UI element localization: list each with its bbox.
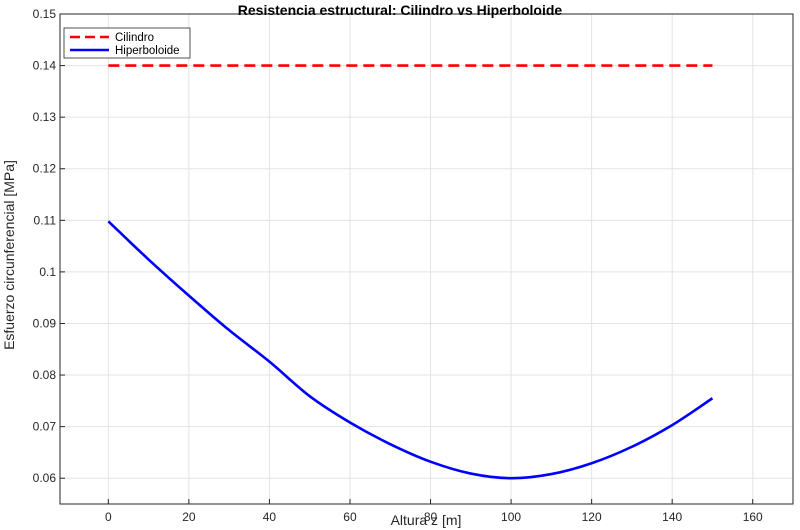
x-tick-label: 20 xyxy=(182,510,196,524)
y-tick-label: 0.13 xyxy=(33,110,57,124)
y-axis-label: Esfuerzo circunferencial [MPa] xyxy=(1,160,17,350)
ticks: 0 20 40 60 80 100 120 140 160 0.06 0.07 0.08 0.09 0.1… xyxy=(33,7,763,524)
legend-label-cilindro: Cilindro xyxy=(115,32,154,44)
x-tick-label: 160 xyxy=(743,510,763,524)
grid xyxy=(60,13,793,504)
y-tick-label: 0.11 xyxy=(34,213,57,227)
y-tick-label: 0.15 xyxy=(33,7,57,21)
x-tick-label: 80 xyxy=(424,510,438,524)
plot-lines xyxy=(107,64,714,480)
y-tick-label: 0.09 xyxy=(33,316,57,330)
series-line-hiperboloide xyxy=(107,220,714,480)
chart-title: Resistencia estructural: Cilindro vs Hip… xyxy=(238,2,563,18)
x-tick-label: 60 xyxy=(343,510,357,524)
x-tick-label: 100 xyxy=(501,510,521,524)
x-tick-label: 140 xyxy=(662,510,682,524)
y-tick-label: 0.1 xyxy=(39,265,56,279)
x-tick-label: 40 xyxy=(263,510,277,524)
y-tick-label: 0.12 xyxy=(33,162,57,176)
x-tick-label: 0 xyxy=(105,510,112,524)
y-tick-label: 0.07 xyxy=(33,420,57,434)
plot-frame xyxy=(59,13,794,505)
x-axis-label: Altura z [m] xyxy=(391,512,462,528)
y-tick-label: 0.06 xyxy=(33,471,57,485)
legend-box xyxy=(63,27,191,59)
legend-label-hiperboloide: Hiperboloide xyxy=(115,45,180,57)
y-tick-label: 0.14 xyxy=(33,59,57,73)
x-tick-label: 120 xyxy=(582,510,602,524)
y-tick-label: 0.08 xyxy=(33,368,57,382)
